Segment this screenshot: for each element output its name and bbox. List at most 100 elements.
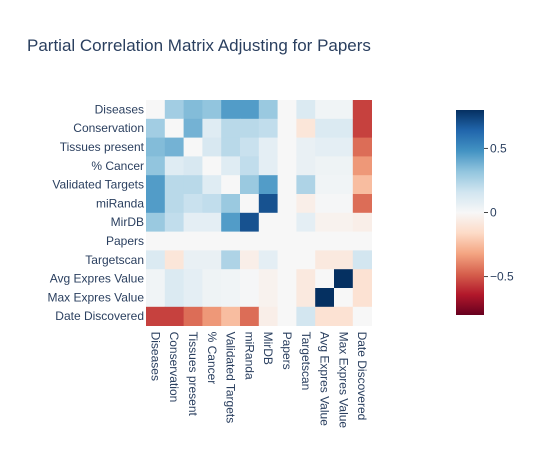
- heatmap-cell-r2-c7: [277, 137, 297, 157]
- heatmap-cell-r9-c11: [352, 269, 372, 289]
- heatmap-cell-r0-c5: [240, 100, 260, 120]
- x-tick-label: Tissues present: [186, 332, 200, 417]
- heatmap-cell-r5-c8: [296, 194, 316, 214]
- heatmap-cell-r1-c4: [221, 118, 241, 138]
- heatmap-cell-r0-c10: [334, 100, 354, 120]
- heatmap-cell-r10-c10: [334, 288, 354, 308]
- heatmap-cell-r3-c6: [258, 156, 278, 176]
- heatmap-cell-r11-c5: [240, 306, 260, 326]
- heatmap-cell-r1-c2: [183, 118, 203, 138]
- heatmap-cells: [146, 100, 372, 326]
- heatmap-cell-r2-c0: [146, 137, 166, 157]
- colorbar-tick-label: 0.5: [490, 141, 507, 155]
- y-tick-label: Validated Targets: [52, 178, 144, 192]
- y-tick-label: Papers: [106, 234, 144, 248]
- x-tick-label: MirDB: [261, 332, 275, 365]
- heatmap-cell-r3-c4: [221, 156, 241, 176]
- heatmap-cell-r11-c11: [352, 306, 372, 326]
- heatmap-cell-r9-c7: [277, 269, 297, 289]
- heatmap-cell-r4-c7: [277, 175, 297, 195]
- heatmap-cell-r3-c8: [296, 156, 316, 176]
- heatmap-cell-r3-c9: [315, 156, 335, 176]
- heatmap-cell-r10-c7: [277, 288, 297, 308]
- heatmap-cell-r5-c11: [352, 194, 372, 214]
- heatmap-cell-r11-c6: [258, 306, 278, 326]
- heatmap-cell-r9-c6: [258, 269, 278, 289]
- heatmap-cell-r2-c1: [164, 137, 184, 157]
- heatmap-cell-r4-c8: [296, 175, 316, 195]
- heatmap-cell-r10-c8: [296, 288, 316, 308]
- heatmap-cell-r11-c8: [296, 306, 316, 326]
- heatmap-cell-r4-c3: [202, 175, 222, 195]
- heatmap-cell-r3-c5: [240, 156, 260, 176]
- heatmap-cell-r11-c2: [183, 306, 203, 326]
- heatmap-cell-r2-c4: [221, 137, 241, 157]
- heatmap-cell-r2-c2: [183, 137, 203, 157]
- x-tick-label: % Cancer: [205, 332, 219, 385]
- colorbar-tick-label: −0.5: [490, 270, 514, 284]
- heatmap-cell-r4-c1: [164, 175, 184, 195]
- colorbar-tick-label: 0: [490, 206, 497, 220]
- heatmap-cell-r6-c7: [277, 212, 297, 232]
- heatmap-cell-r1-c11: [352, 118, 372, 138]
- heatmap-cell-r8-c5: [240, 250, 260, 270]
- heatmap-cell-r6-c11: [352, 212, 372, 232]
- heatmap-cell-r0-c8: [296, 100, 316, 120]
- heatmap-cell-r8-c6: [258, 250, 278, 270]
- heatmap-cell-r7-c10: [334, 231, 354, 251]
- heatmap-cell-r9-c2: [183, 269, 203, 289]
- heatmap-cell-r11-c7: [277, 306, 297, 326]
- heatmap-cell-r7-c0: [146, 231, 166, 251]
- x-tick-label: Papers: [280, 332, 294, 370]
- heatmap-cell-r0-c4: [221, 100, 241, 120]
- heatmap-cell-r5-c1: [164, 194, 184, 214]
- heatmap-cell-r7-c8: [296, 231, 316, 251]
- heatmap-cell-r3-c11: [352, 156, 372, 176]
- heatmap-cell-r4-c10: [334, 175, 354, 195]
- heatmap-cell-r9-c5: [240, 269, 260, 289]
- heatmap-cell-r4-c4: [221, 175, 241, 195]
- heatmap-cell-r11-c0: [146, 306, 166, 326]
- heatmap-cell-r5-c0: [146, 194, 166, 214]
- heatmap-cell-r6-c0: [146, 212, 166, 232]
- heatmap-cell-r1-c5: [240, 118, 260, 138]
- heatmap-cell-r4-c2: [183, 175, 203, 195]
- heatmap-cell-r2-c11: [352, 137, 372, 157]
- heatmap-cell-r8-c10: [334, 250, 354, 270]
- heatmap-cell-r6-c3: [202, 212, 222, 232]
- colorbar-gradient: [456, 110, 484, 315]
- x-tick-label: Avg Expres Value: [318, 332, 332, 427]
- heatmap-cell-r11-c3: [202, 306, 222, 326]
- heatmap-cell-r3-c3: [202, 156, 222, 176]
- heatmap-cell-r1-c0: [146, 118, 166, 138]
- heatmap-cell-r6-c6: [258, 212, 278, 232]
- heatmap-cell-r0-c1: [164, 100, 184, 120]
- heatmap-cell-r10-c3: [202, 288, 222, 308]
- heatmap-cell-r6-c1: [164, 212, 184, 232]
- y-tick-label: Max Expres Value: [48, 290, 145, 304]
- heatmap-cell-r10-c1: [164, 288, 184, 308]
- heatmap-cell-r9-c3: [202, 269, 222, 289]
- heatmap-cell-r2-c5: [240, 137, 260, 157]
- heatmap-cell-r8-c3: [202, 250, 222, 270]
- heatmap-cell-r8-c7: [277, 250, 297, 270]
- heatmap-cell-r5-c6: [258, 194, 278, 214]
- heatmap-cell-r0-c9: [315, 100, 335, 120]
- heatmap-cell-r9-c10: [334, 269, 354, 289]
- heatmap-cell-r10-c2: [183, 288, 203, 308]
- heatmap-cell-r1-c6: [258, 118, 278, 138]
- heatmap-cell-r0-c3: [202, 100, 222, 120]
- chart-title: Partial Correlation Matrix Adjusting for…: [27, 36, 371, 55]
- heatmap-cell-r0-c11: [352, 100, 372, 120]
- heatmap-cell-r9-c0: [146, 269, 166, 289]
- heatmap-cell-r10-c0: [146, 288, 166, 308]
- x-tick-label: Targetscan: [299, 332, 313, 391]
- heatmap-cell-r2-c3: [202, 137, 222, 157]
- heatmap-cell-r0-c6: [258, 100, 278, 120]
- y-axis-ticks: Diseases Conservation Tissues present % Can…: [48, 102, 145, 323]
- heatmap-cell-r5-c4: [221, 194, 241, 214]
- heatmap-cell-r5-c10: [334, 194, 354, 214]
- heatmap-cell-r7-c3: [202, 231, 222, 251]
- heatmap-cell-r9-c4: [221, 269, 241, 289]
